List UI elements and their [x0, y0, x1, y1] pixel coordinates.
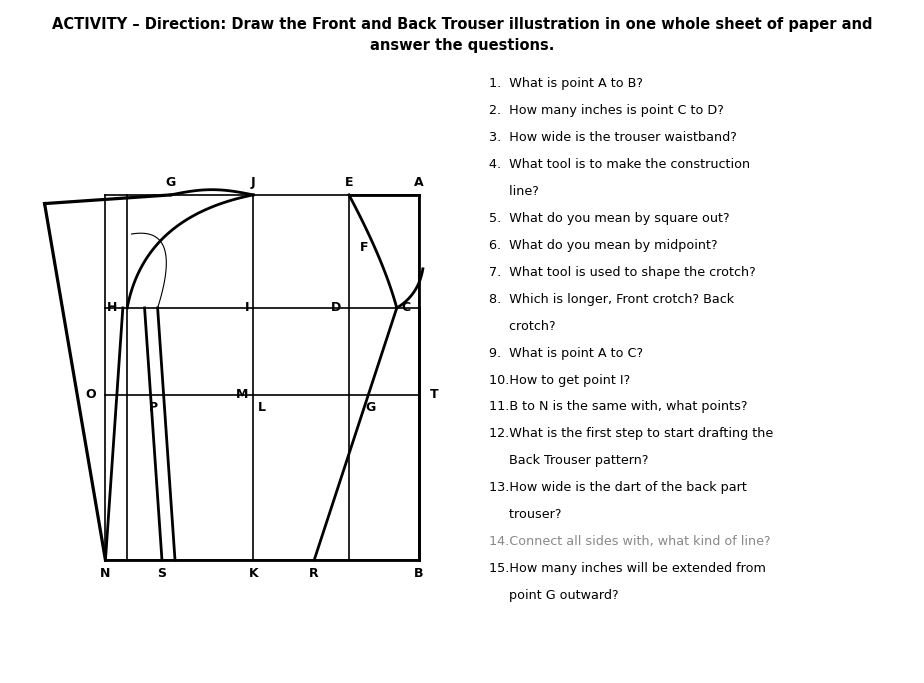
- Text: 9.  What is point A to C?: 9. What is point A to C?: [489, 346, 643, 359]
- Text: N: N: [101, 567, 111, 580]
- Text: H: H: [107, 301, 117, 314]
- Text: 12.What is the first step to start drafting the: 12.What is the first step to start draft…: [489, 428, 773, 441]
- Text: C: C: [401, 301, 410, 314]
- Text: ACTIVITY – Direction: Draw the Front and Back Trouser illustration in one whole : ACTIVITY – Direction: Draw the Front and…: [52, 17, 872, 32]
- Text: O: O: [85, 389, 95, 402]
- Text: L: L: [258, 401, 266, 414]
- Text: J: J: [251, 176, 256, 189]
- Text: trouser?: trouser?: [489, 508, 562, 521]
- Text: 13.How wide is the dart of the back part: 13.How wide is the dart of the back part: [489, 482, 747, 494]
- Text: D: D: [331, 301, 341, 314]
- Text: T: T: [430, 389, 438, 402]
- Text: S: S: [157, 567, 166, 580]
- Text: G: G: [366, 401, 376, 414]
- Text: R: R: [310, 567, 319, 580]
- Text: 3.  How wide is the trouser waistband?: 3. How wide is the trouser waistband?: [489, 131, 736, 144]
- Text: crotch?: crotch?: [489, 320, 555, 333]
- Text: P: P: [149, 402, 158, 415]
- Text: 15.How many inches will be extended from: 15.How many inches will be extended from: [489, 562, 766, 575]
- Text: 11.B to N is the same with, what points?: 11.B to N is the same with, what points?: [489, 400, 748, 413]
- Text: 4.  What tool is to make the construction: 4. What tool is to make the construction: [489, 158, 750, 171]
- Text: 10.How to get point I?: 10.How to get point I?: [489, 374, 630, 387]
- Text: K: K: [249, 567, 258, 580]
- Text: point G outward?: point G outward?: [489, 589, 618, 602]
- Text: answer the questions.: answer the questions.: [370, 38, 554, 53]
- Text: G: G: [165, 176, 176, 189]
- Text: Back Trouser pattern?: Back Trouser pattern?: [489, 454, 649, 467]
- Text: 5.  What do you mean by square out?: 5. What do you mean by square out?: [489, 212, 730, 225]
- Text: B: B: [414, 567, 423, 580]
- Text: M: M: [237, 389, 249, 402]
- Text: F: F: [360, 240, 369, 253]
- Text: 7.  What tool is used to shape the crotch?: 7. What tool is used to shape the crotch…: [489, 266, 756, 279]
- Text: E: E: [345, 176, 353, 189]
- Text: 8.  Which is longer, Front crotch? Back: 8. Which is longer, Front crotch? Back: [489, 292, 734, 305]
- Text: 2.  How many inches is point C to D?: 2. How many inches is point C to D?: [489, 104, 723, 117]
- Text: A: A: [414, 176, 423, 189]
- Text: line?: line?: [489, 185, 539, 198]
- Text: 1.  What is point A to B?: 1. What is point A to B?: [489, 77, 643, 90]
- Text: I: I: [245, 301, 249, 314]
- Text: 14.Connect all sides with, what kind of line?: 14.Connect all sides with, what kind of …: [489, 535, 771, 548]
- Text: 6.  What do you mean by midpoint?: 6. What do you mean by midpoint?: [489, 238, 718, 252]
